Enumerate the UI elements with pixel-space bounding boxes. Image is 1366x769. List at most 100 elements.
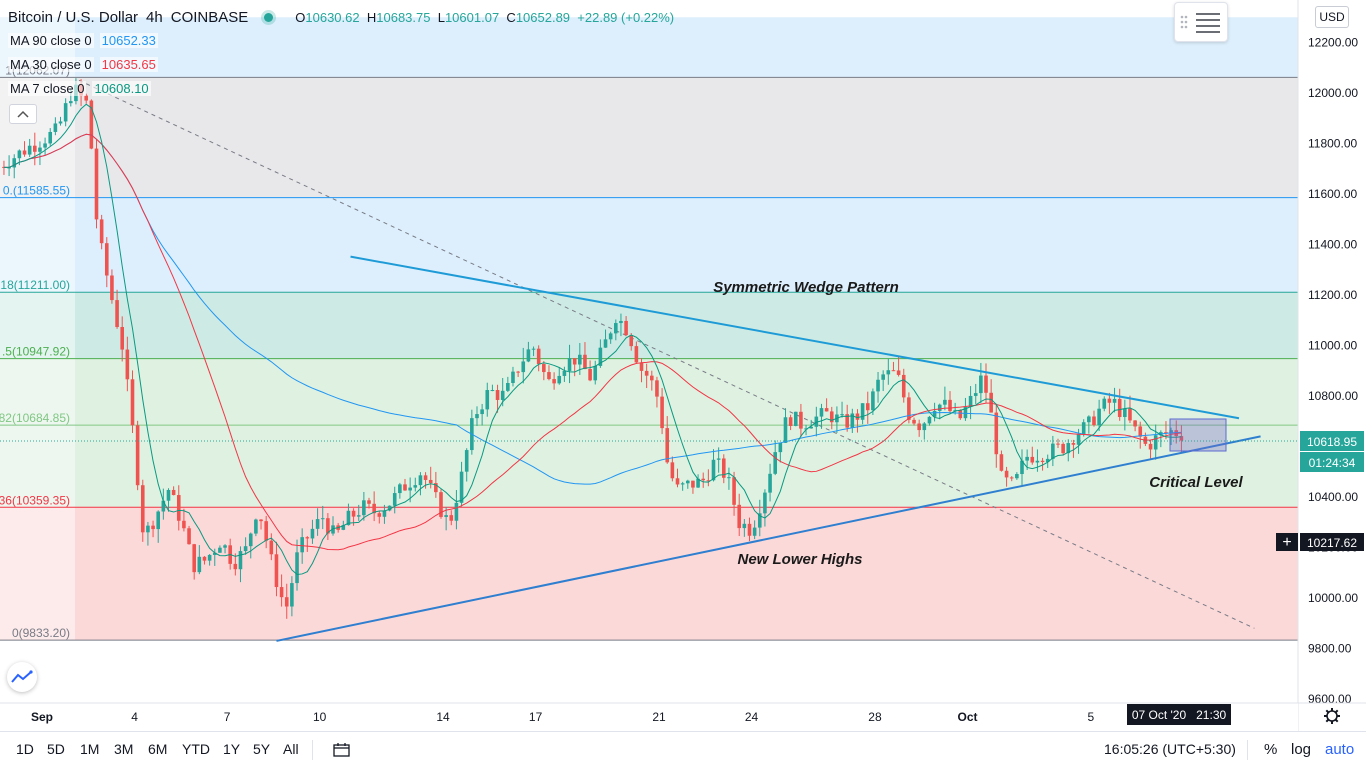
candle-body bbox=[526, 349, 531, 362]
candle-body bbox=[151, 525, 155, 530]
lower-highs-label[interactable]: New Lower Highs bbox=[737, 551, 862, 568]
candle-body bbox=[27, 145, 32, 155]
candle-body bbox=[608, 333, 613, 340]
candle-body bbox=[434, 483, 438, 493]
crosshair-price-tag: + 10217.62 bbox=[1276, 533, 1364, 551]
auto-scale-button[interactable]: auto bbox=[1325, 741, 1355, 758]
time-axis[interactable] bbox=[0, 703, 1298, 731]
candle-body bbox=[711, 459, 716, 481]
fib-zone bbox=[75, 292, 1298, 359]
range-1d-button[interactable]: 1D bbox=[16, 741, 34, 757]
price-axis[interactable] bbox=[1298, 0, 1366, 731]
range-3m-button[interactable]: 3M bbox=[114, 741, 134, 757]
currency-button[interactable]: USD bbox=[1315, 6, 1349, 28]
symbol-name[interactable]: Bitcoin / U.S. Dollar bbox=[8, 8, 139, 26]
indicator-ma30[interactable]: MA 30 close 0 10635.65 bbox=[8, 56, 158, 72]
candle-body bbox=[202, 556, 207, 561]
fib-level-label: 0(9833.20) bbox=[12, 626, 70, 640]
range-ytd-button[interactable]: YTD bbox=[182, 741, 210, 757]
candle-body bbox=[747, 523, 752, 536]
candle-body bbox=[1081, 422, 1086, 435]
candle-body bbox=[1035, 460, 1040, 463]
fib-zone-left bbox=[0, 197, 75, 293]
candle-body bbox=[279, 587, 284, 598]
candle-body bbox=[572, 358, 577, 365]
upper-trendline[interactable] bbox=[350, 255, 1240, 420]
candle-body bbox=[732, 477, 736, 505]
candle-body bbox=[1148, 443, 1153, 450]
dashed-trendline-line[interactable] bbox=[78, 79, 1255, 629]
candle-body bbox=[326, 518, 330, 534]
time-tick-label: 14 bbox=[436, 710, 450, 724]
candle-body bbox=[958, 410, 963, 419]
drawing-toolbar-button[interactable] bbox=[1174, 2, 1228, 42]
candle-body bbox=[629, 335, 634, 347]
candle-body bbox=[701, 478, 706, 481]
candle-body bbox=[125, 349, 130, 380]
range-1y-button[interactable]: 1Y bbox=[223, 741, 241, 757]
candle-body bbox=[233, 563, 238, 570]
fib-level-label: 36(10359.35) bbox=[0, 493, 70, 507]
candle-body bbox=[439, 492, 443, 517]
candle-body bbox=[84, 95, 89, 101]
bottom-toolbar: 1D 5D 1M 3M 6M YTD 1Y 5Y All 16:05:26 (U… bbox=[0, 731, 1366, 769]
candle-body bbox=[1030, 456, 1035, 463]
indicator-ma7[interactable]: MA 7 close 0 10608.10 bbox=[8, 80, 151, 96]
candle-body bbox=[696, 478, 700, 488]
close-value: 10652.89 bbox=[515, 9, 571, 25]
range-5y-button[interactable]: 5Y bbox=[253, 741, 271, 757]
candle-body bbox=[346, 510, 351, 526]
change-value: +22.89 (+0.22%) bbox=[577, 9, 675, 25]
candle-body bbox=[161, 500, 166, 512]
candle-body bbox=[860, 403, 865, 420]
candle-body bbox=[670, 462, 675, 479]
time-tick-label: Oct bbox=[957, 710, 977, 724]
collapse-legend-button[interactable] bbox=[9, 104, 37, 124]
candle-body bbox=[248, 533, 253, 547]
range-6m-button[interactable]: 6M bbox=[148, 741, 168, 757]
interval-label[interactable]: 4h bbox=[146, 8, 163, 26]
candle-body bbox=[685, 480, 690, 484]
candle-body bbox=[310, 528, 315, 539]
candle-body bbox=[691, 480, 695, 488]
candle-body bbox=[984, 375, 988, 393]
candle-body bbox=[1179, 436, 1184, 441]
log-scale-button[interactable]: log bbox=[1291, 741, 1312, 758]
price-tick-label: 10800.00 bbox=[1308, 389, 1358, 403]
settings-gear-icon[interactable] bbox=[1324, 708, 1340, 724]
candle-body bbox=[891, 370, 896, 372]
range-1m-button[interactable]: 1M bbox=[80, 741, 100, 757]
percent-scale-button[interactable]: % bbox=[1264, 741, 1278, 758]
candle-body bbox=[788, 417, 793, 426]
candle-body bbox=[634, 346, 639, 363]
candle-body bbox=[665, 428, 670, 463]
candle-body bbox=[1164, 432, 1168, 434]
date-range-icon[interactable] bbox=[333, 742, 351, 758]
candle-body bbox=[865, 403, 870, 411]
chart-legend: Bitcoin / U.S. Dollar 4h COINBASE O10630… bbox=[8, 6, 674, 100]
candle-body bbox=[1117, 398, 1122, 417]
fib-zone bbox=[75, 197, 1298, 293]
clock-time[interactable]: 16:05:26 (UTC+5:30) bbox=[1104, 741, 1236, 757]
candle-body bbox=[901, 374, 906, 398]
candle-body bbox=[459, 471, 464, 503]
wedge-label[interactable]: Symmetric Wedge Pattern bbox=[713, 279, 899, 296]
range-all-button[interactable]: All bbox=[283, 741, 299, 757]
fib-zone-left bbox=[0, 425, 75, 508]
candle-body bbox=[1056, 443, 1060, 445]
candle-body bbox=[1133, 420, 1137, 427]
candle-body bbox=[845, 414, 849, 428]
tradingview-logo-icon[interactable] bbox=[7, 662, 37, 692]
candle-body bbox=[135, 425, 140, 486]
lower-trendline[interactable] bbox=[276, 435, 1261, 642]
candle-body bbox=[192, 544, 196, 573]
critical-level-label[interactable]: Critical Level bbox=[1149, 474, 1243, 491]
chart-canvas[interactable]: 1(12062.07)0.(11585.55)18(11211.00).5(10… bbox=[0, 0, 1366, 731]
price-axis-labels: 9600.009800.0010000.0010200.0010400.0010… bbox=[1308, 36, 1358, 707]
candle-body bbox=[176, 495, 181, 521]
indicator-ma90[interactable]: MA 90 close 0 10652.33 bbox=[8, 32, 158, 48]
time-tick-label: 10 bbox=[313, 710, 327, 724]
candle-body bbox=[140, 485, 145, 533]
range-5d-button[interactable]: 5D bbox=[47, 741, 65, 757]
candle-body bbox=[182, 520, 186, 529]
